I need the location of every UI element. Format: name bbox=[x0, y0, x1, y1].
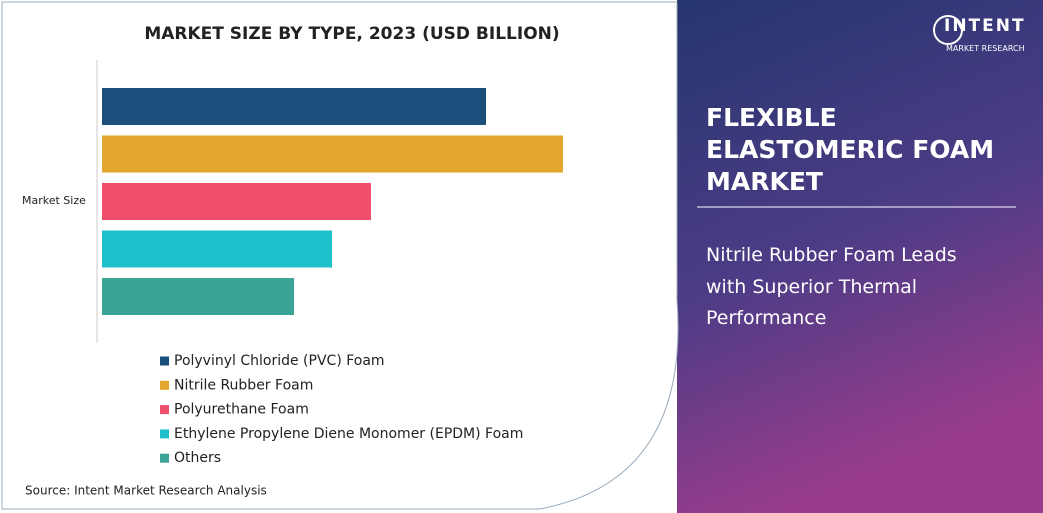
logo: INTENT bbox=[944, 16, 1026, 36]
bar bbox=[102, 183, 371, 220]
legend-label: Nitrile Rubber Foam bbox=[174, 377, 313, 393]
logo-icon bbox=[933, 15, 963, 45]
legend-swatch bbox=[160, 380, 169, 390]
panel-bg bbox=[677, 0, 1043, 513]
bar bbox=[102, 230, 332, 268]
legend-label: Polyurethane Foam bbox=[174, 402, 309, 418]
legend-swatch bbox=[160, 405, 169, 415]
bar bbox=[102, 278, 294, 315]
panel-subtitle: Nitrile Rubber Foam Leads with Superior … bbox=[706, 244, 957, 329]
panel-title: FLEXIBLE ELASTOMERIC FOAM MARKET bbox=[706, 103, 995, 196]
legend-label: Polyvinyl Chloride (PVC) Foam bbox=[174, 353, 385, 369]
bar bbox=[102, 135, 563, 173]
logo-sub: MARKET RESEARCH bbox=[946, 44, 1025, 53]
legend-swatch bbox=[160, 453, 169, 463]
chart-card bbox=[1, 1, 679, 510]
legend-label: Others bbox=[174, 450, 221, 466]
legend-label: Ethylene Propylene Diene Monomer (EPDM) … bbox=[174, 426, 523, 442]
legend-swatch bbox=[160, 429, 169, 439]
source: Source: Intent Market Research Analysis bbox=[25, 484, 267, 498]
category-label: Market Size bbox=[22, 194, 86, 207]
bar bbox=[102, 88, 486, 125]
chart-title: MARKET SIZE BY TYPE, 2023 (USD BILLION) bbox=[144, 24, 559, 44]
legend-swatch bbox=[160, 356, 169, 366]
